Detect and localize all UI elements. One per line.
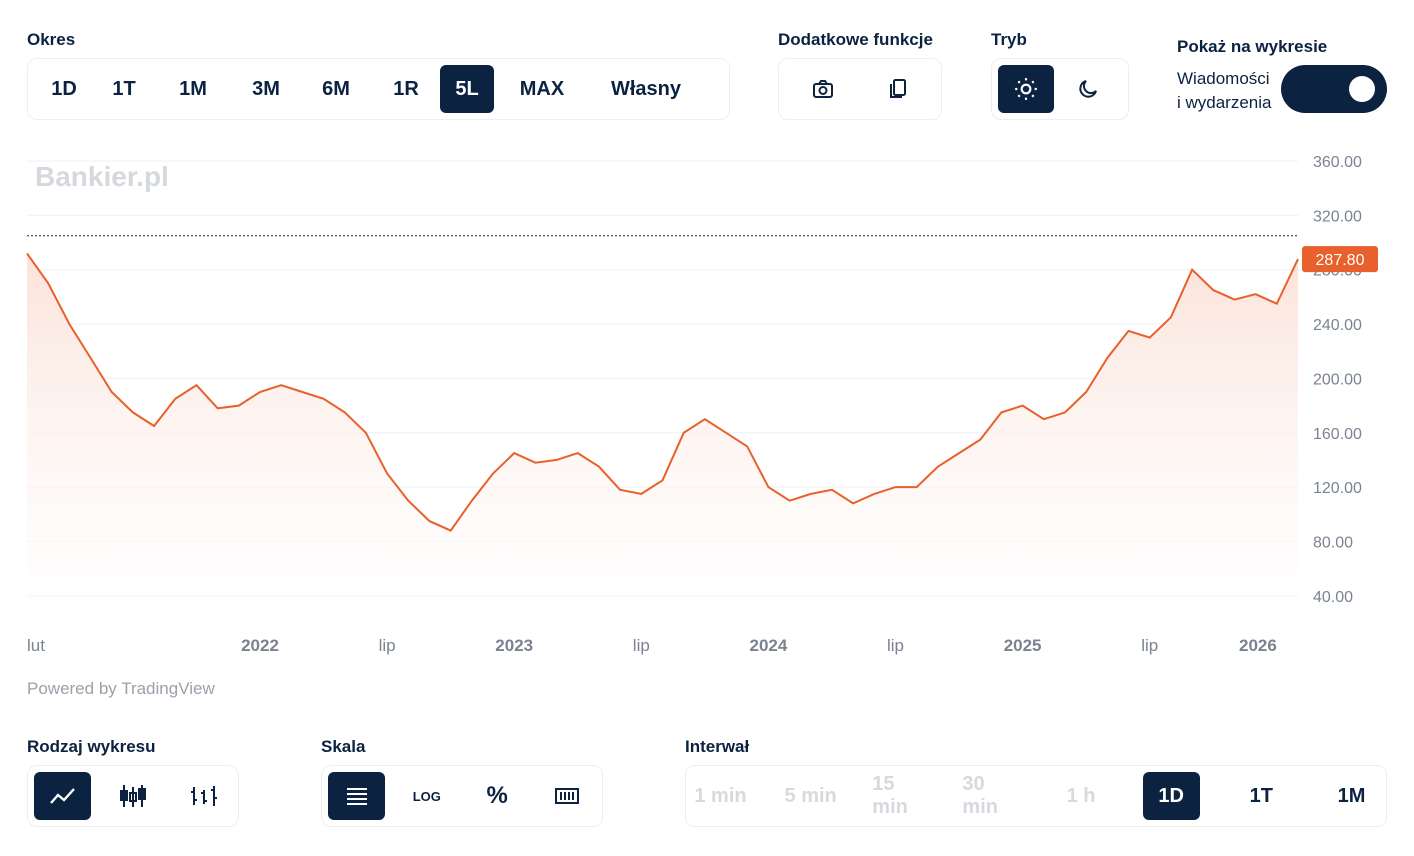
linear-scale-button[interactable] <box>328 772 385 820</box>
period-button[interactable]: 5L <box>440 65 494 113</box>
news-toggle[interactable] <box>1281 65 1387 113</box>
period-button[interactable]: Własny <box>610 77 682 100</box>
chart: Bankier.pl Powered by TradingView 40.00 8… <box>26 154 1378 698</box>
y-tick-label: 200.00 <box>1313 371 1362 388</box>
period-group: 1D 1T 1M 3M 6M 1R 5L MAX Własny <box>27 58 730 120</box>
period-button[interactable]: 6M <box>322 77 350 100</box>
extras-group <box>778 58 942 120</box>
x-tick-label: lip <box>1141 636 1158 655</box>
period-button[interactable]: 1R <box>393 77 419 100</box>
dark-mode-button[interactable] <box>1054 65 1122 113</box>
x-tick-label: lip <box>379 636 396 655</box>
period-title: Okres <box>27 30 76 49</box>
watermark: Bankier.pl <box>35 161 169 192</box>
interval-button[interactable]: 1T <box>1249 784 1274 807</box>
y-tick-label: 120.00 <box>1313 480 1362 497</box>
x-tick-label: lip <box>633 636 650 655</box>
scale-title: Skala <box>321 737 366 756</box>
last-price-box <box>1302 246 1378 273</box>
scale-group: LOG % <box>321 765 603 827</box>
y-tick-label: 40.00 <box>1313 589 1353 606</box>
mode-title: Tryb <box>991 30 1027 49</box>
line-type-button[interactable] <box>34 772 91 820</box>
screenshot-button[interactable] <box>796 65 850 113</box>
period-button[interactable]: MAX <box>519 77 565 100</box>
log-scale-button[interactable]: LOG <box>412 788 441 804</box>
price-line <box>26 252 1299 532</box>
show-title: Pokaż na wykresie <box>1177 37 1328 56</box>
interval-button: 1 min <box>694 784 747 807</box>
x-tick-label: 2026 <box>1239 636 1277 655</box>
area <box>27 253 1298 623</box>
copy-button[interactable] <box>871 65 925 113</box>
interval-button: 5 min <box>784 784 837 807</box>
x-tick-label: 2023 <box>495 636 533 655</box>
x-tick-label: 2022 <box>241 636 279 655</box>
period-button[interactable]: 1M <box>179 77 207 100</box>
interval-title: Interwał <box>685 737 750 756</box>
interval-button[interactable]: 1M <box>1337 784 1366 807</box>
candle-type-button[interactable] <box>105 772 162 820</box>
y-tick-label: 160.00 <box>1313 426 1362 443</box>
chart-type-group <box>27 765 239 827</box>
period-button[interactable]: 1T <box>112 77 136 100</box>
last-price-label: 287.80 <box>1316 252 1365 269</box>
interval-button: 30 min <box>962 773 998 818</box>
interval-group: 1 min 5 min 15 min 30 min 1 h 1D 1T 1M <box>685 765 1387 827</box>
toggle-label-line: i wydarzenia <box>1177 93 1272 112</box>
footer: Powered by TradingView <box>27 679 215 698</box>
period-button[interactable]: 3M <box>252 77 280 100</box>
x-tick-label: 2024 <box>750 636 788 655</box>
extras-title: Dodatkowe funkcje <box>778 30 933 49</box>
toggle-label-line: Wiadomości <box>1177 69 1270 88</box>
index-scale-button[interactable] <box>539 772 596 820</box>
interval-button: 15 min <box>872 773 908 818</box>
interval-button: 1 h <box>1066 784 1096 807</box>
light-mode-button[interactable] <box>998 65 1054 113</box>
percent-scale-button[interactable]: % <box>486 782 508 809</box>
chart-type-title: Rodzaj wykresu <box>27 737 156 756</box>
y-tick-label: 240.00 <box>1313 317 1362 334</box>
mode-group <box>991 58 1129 120</box>
y-tick-label: 360.00 <box>1313 154 1362 171</box>
y-tick-label: 80.00 <box>1313 534 1353 551</box>
x-tick-label: lip <box>887 636 904 655</box>
toggle-knob <box>1349 76 1375 102</box>
toggle-label: Wiadomości i wydarzenia <box>1177 67 1272 115</box>
interval-button[interactable]: 1D <box>1142 772 1200 820</box>
y-tick-label: 320.00 <box>1313 208 1362 225</box>
ohlc-type-button[interactable] <box>175 772 232 820</box>
x-tick-label: 2025 <box>1004 636 1042 655</box>
x-tick-label: lut <box>27 636 45 655</box>
period-button[interactable]: 1D <box>51 77 77 100</box>
